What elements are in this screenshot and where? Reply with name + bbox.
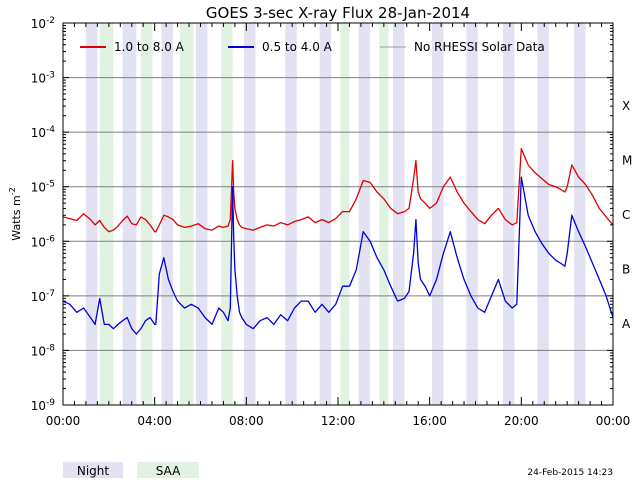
- y-tick-label-5: 10-4: [31, 125, 56, 140]
- saa-band-1: [140, 23, 153, 405]
- series-line-1: [62, 176, 614, 335]
- timestamp: 24-Feb-2015 14:23: [527, 468, 613, 478]
- night-band-5: [285, 23, 297, 405]
- legend-label-0: 1.0 to 8.0 A: [114, 40, 185, 54]
- x-tick-label-5: 20:00: [504, 414, 539, 428]
- night-band-7: [358, 23, 371, 405]
- y-tick-label-4: 10-5: [31, 180, 55, 195]
- flare-class-label-B: B: [622, 263, 630, 277]
- night-saa-bands: [85, 23, 586, 405]
- night-legend-label: Night: [77, 464, 110, 478]
- night-band-4: [244, 23, 256, 405]
- chart-title: GOES 3-sec X-ray Flux 28-Jan-2014: [206, 4, 470, 22]
- night-band-0: [85, 23, 98, 405]
- series-line-0: [62, 147, 614, 233]
- night-band-1: [122, 23, 137, 405]
- saa-band-0: [99, 23, 114, 405]
- y-tick-label-3: 10-6: [31, 234, 56, 249]
- night-band-11: [503, 23, 515, 405]
- x-tick-label-0: 00:00: [46, 414, 81, 428]
- night-band-12: [537, 23, 549, 405]
- saa-band-4: [340, 23, 350, 405]
- flare-class-label-C: C: [622, 208, 630, 222]
- axis-ticks: 10-9 10-8 10-7 10-6 10-5 10-4 10-3 10-2 00:00 04:…: [31, 16, 633, 428]
- y-axis-label-sup: -2: [8, 187, 17, 195]
- night-legend-swatch: [63, 462, 123, 478]
- flare-class-label-A: A: [622, 317, 631, 331]
- legend-label-2: No RHESSI Solar Data: [414, 40, 545, 54]
- y-axis-label: Watts m-2: [8, 187, 23, 240]
- svg-text:Watts m-2: Watts m-2: [8, 187, 23, 240]
- x-tick-label-1: 04:00: [137, 414, 172, 428]
- flare-class-label-M: M: [622, 153, 632, 167]
- night-band-2: [161, 23, 173, 405]
- x-tick-label-2: 08:00: [229, 414, 264, 428]
- flux-series: [62, 147, 614, 335]
- saa-legend-swatch: [137, 462, 199, 478]
- flare-class-label-X: X: [622, 99, 630, 113]
- night-band-9: [431, 23, 444, 405]
- saa-band-5: [379, 23, 389, 405]
- night-band-6: [319, 23, 332, 405]
- y-tick-label-0: 10-9: [31, 398, 56, 413]
- night-band-10: [466, 23, 478, 405]
- y-tick-label-2: 10-7: [31, 289, 55, 304]
- legend-item-0: 1.0 to 8.0 A: [80, 40, 185, 54]
- night-band-3: [195, 23, 208, 405]
- legend-label-1: 0.5 to 4.0 A: [262, 40, 333, 54]
- saa-band-2: [179, 23, 194, 405]
- x-tick-label-3: 12:00: [321, 414, 356, 428]
- y-tick-label-6: 10-3: [31, 71, 55, 86]
- saa-band-3: [221, 23, 233, 405]
- y-tick-label-7: 10-2: [31, 16, 55, 31]
- x-tick-label-6: 00:00: [596, 414, 631, 428]
- y-axis-label-text: Watts m: [10, 195, 23, 240]
- legend-item-1: 0.5 to 4.0 A: [228, 40, 333, 54]
- y-tick-label-1: 10-8: [31, 343, 56, 358]
- night-band-13: [574, 23, 586, 405]
- saa-legend-label: SAA: [156, 464, 181, 478]
- legend-item-2: No RHESSI Solar Data: [380, 40, 545, 54]
- x-tick-label-4: 16:00: [412, 414, 447, 428]
